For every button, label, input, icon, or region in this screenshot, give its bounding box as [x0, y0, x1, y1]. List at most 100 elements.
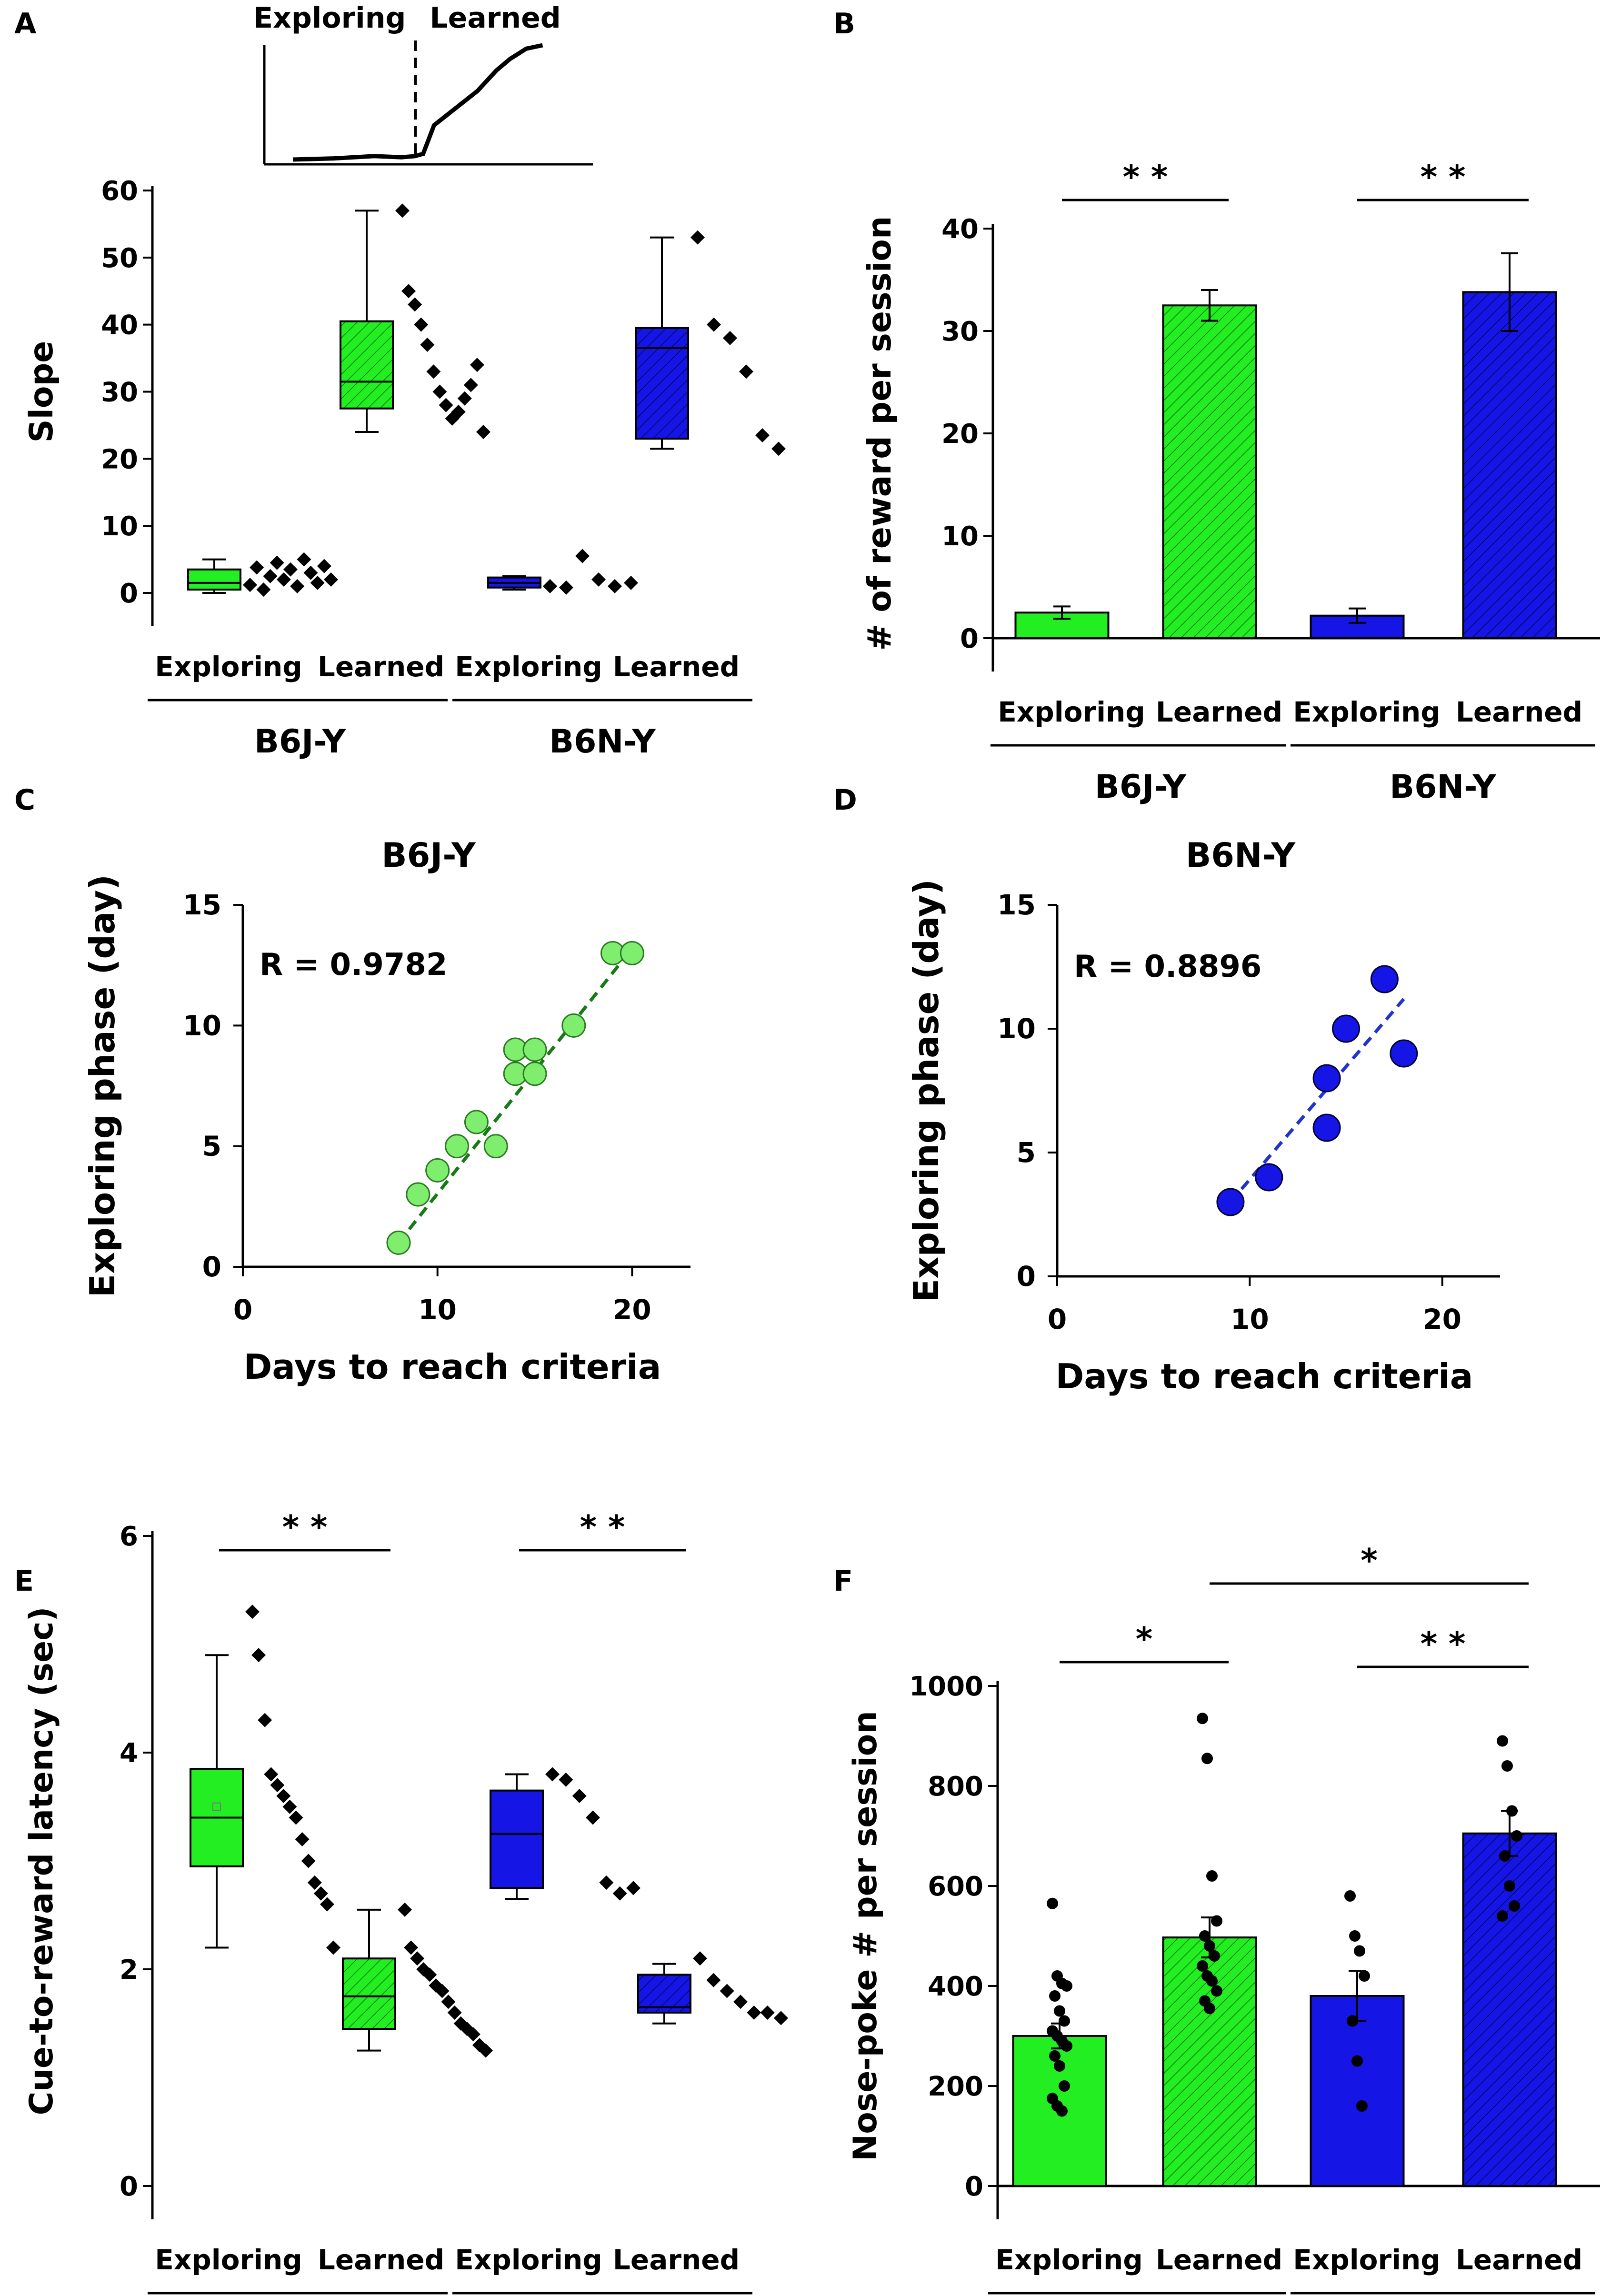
data-point — [1511, 1830, 1522, 1842]
data-point — [290, 579, 305, 593]
data-point — [575, 549, 590, 563]
data-point — [398, 1902, 412, 1917]
data-point — [1354, 1945, 1365, 1957]
data-point — [420, 337, 435, 352]
data-point — [760, 2005, 775, 2020]
x-tick-label: 10 — [1231, 1303, 1269, 1335]
data-point — [466, 2027, 480, 2042]
y-axis-label: Exploring phase (day) — [82, 874, 122, 1297]
data-point — [1209, 1950, 1220, 1962]
data-point — [414, 317, 429, 332]
y-tick-label: 10 — [183, 1009, 221, 1042]
data-point — [1201, 1753, 1213, 1765]
y-tick-label: 0 — [120, 2171, 138, 2202]
y-axis-label: Cue-to-reward latency (sec) — [23, 1607, 60, 2116]
y-axis-label: Exploring phase (day) — [906, 879, 946, 1302]
data-point — [693, 1951, 707, 1966]
data-point — [432, 384, 447, 399]
y-tick-label: 15 — [183, 889, 221, 921]
data-point — [451, 404, 466, 419]
data-point — [464, 1110, 489, 1134]
data-point — [1199, 1930, 1211, 1942]
x-category-label: Learned — [1456, 696, 1582, 728]
data-point — [408, 297, 422, 312]
data-point — [1312, 1064, 1341, 1093]
group-label: B6J-Y — [254, 723, 346, 761]
data-point — [457, 391, 472, 406]
data-point — [263, 569, 278, 583]
y-axis-label: # of reward per session — [861, 216, 899, 651]
data-point — [313, 1886, 328, 1901]
data-point — [310, 575, 325, 590]
x-tick-label: 20 — [613, 1293, 651, 1326]
y-tick-label: 200 — [928, 2071, 983, 2102]
panel-letter: E — [14, 1564, 34, 1598]
data-point — [1390, 1039, 1418, 1068]
y-tick-label: 4 — [120, 1738, 138, 1769]
data-point — [295, 1832, 310, 1846]
data-point — [1211, 1915, 1222, 1927]
data-point — [1255, 1163, 1283, 1192]
data-point — [1059, 2080, 1070, 2092]
y-axis-label: Slope — [23, 341, 60, 443]
y-tick-label: 6 — [120, 1521, 138, 1552]
y-tick-label: 15 — [997, 889, 1036, 921]
data-point — [599, 1875, 614, 1890]
group-label: B6N-Y — [1390, 768, 1496, 806]
data-point — [1211, 1985, 1222, 1997]
data-point — [258, 1713, 272, 1727]
data-point — [1501, 1760, 1513, 1772]
data-point — [559, 580, 573, 595]
data-point — [1197, 1960, 1208, 1972]
data-point — [1197, 1713, 1208, 1725]
data-point — [1047, 1897, 1058, 1909]
group-label: B6N-Y — [549, 723, 656, 761]
data-point — [608, 579, 622, 593]
data-point — [289, 1810, 303, 1825]
data-point — [447, 2005, 462, 2020]
data-point — [282, 1799, 297, 1814]
data-point — [276, 572, 291, 587]
data-point — [1506, 1805, 1518, 1817]
y-tick-label: 20 — [101, 444, 138, 475]
panel-letter: D — [833, 783, 857, 817]
data-point — [326, 1940, 340, 1955]
x-axis-label: Days to reach criteria — [244, 1347, 661, 1387]
bar — [1162, 304, 1257, 639]
data-point — [1359, 1970, 1370, 1982]
data-point — [445, 1134, 470, 1159]
y-tick-label: 40 — [101, 310, 138, 341]
data-point — [620, 941, 644, 965]
data-point — [317, 559, 331, 573]
x-category-label: Exploring — [455, 651, 602, 683]
data-point — [404, 1940, 419, 1955]
data-point — [1204, 2003, 1215, 2015]
data-point — [706, 1973, 721, 1987]
x-category-label: Learned — [1456, 2244, 1582, 2276]
significance-mark: * * — [282, 1509, 328, 1546]
data-point — [439, 398, 453, 412]
data-point — [297, 552, 311, 567]
data-point — [612, 1886, 627, 1901]
data-point — [545, 1767, 560, 1782]
data-point — [410, 1951, 425, 1966]
data-point — [733, 1995, 748, 2009]
x-category-label: Learned — [613, 651, 740, 683]
data-point — [476, 425, 490, 439]
data-point — [591, 572, 606, 587]
data-point — [1504, 1880, 1515, 1892]
panel-letter: C — [14, 783, 35, 817]
bar — [1462, 1832, 1557, 2187]
data-point — [626, 1881, 640, 1895]
inset-label: Learned — [430, 1, 560, 35]
x-tick-label: 20 — [1423, 1303, 1461, 1335]
data-point — [1054, 2060, 1065, 2072]
x-category-label: Exploring — [455, 2244, 602, 2276]
y-tick-label: 1000 — [909, 1671, 983, 1702]
y-tick-label: 10 — [997, 1013, 1036, 1045]
data-point — [483, 1134, 508, 1159]
x-category-label: Exploring — [1293, 2244, 1441, 2276]
x-category-label: Learned — [1156, 2244, 1282, 2276]
significance-mark: * — [1136, 1621, 1153, 1658]
